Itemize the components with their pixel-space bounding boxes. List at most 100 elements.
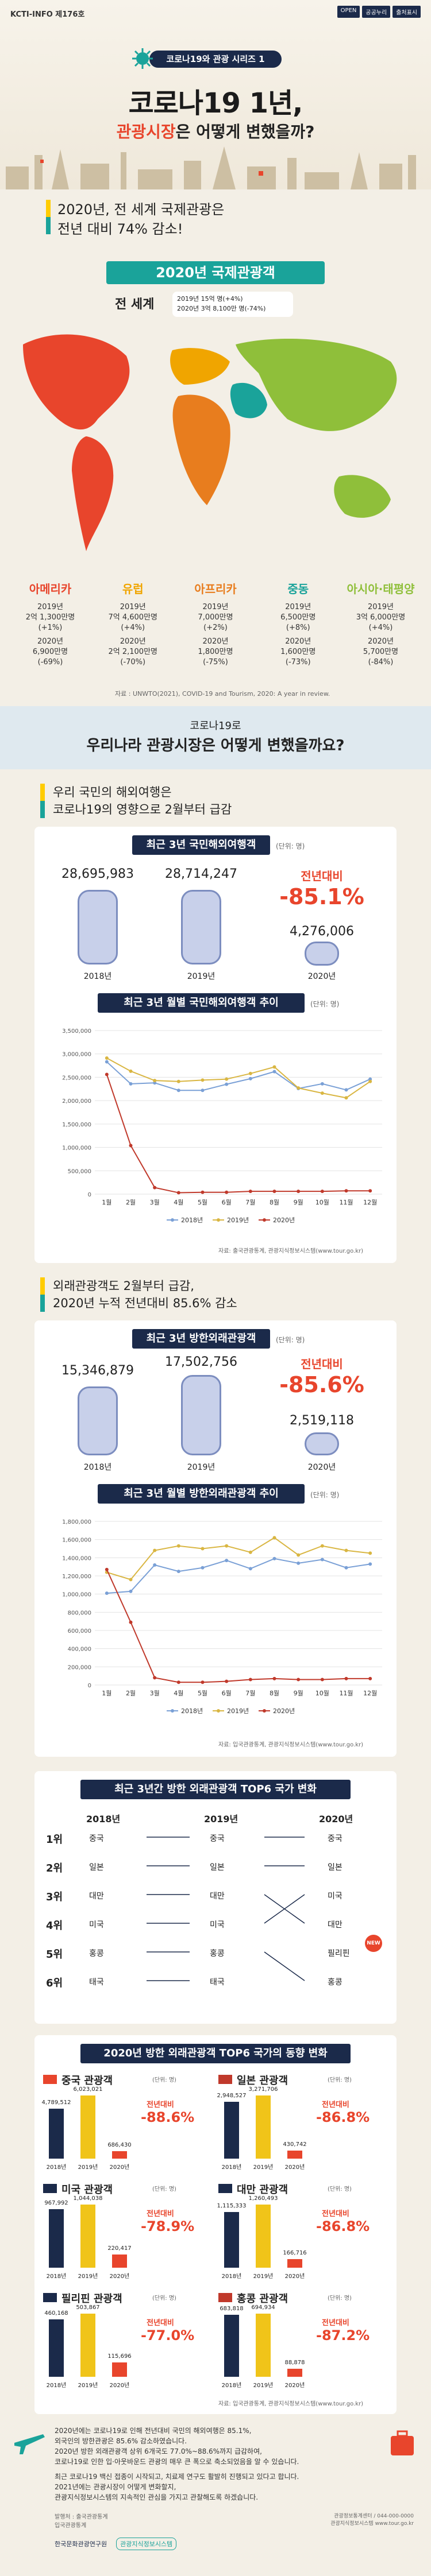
hero-subtitle: 관광시장은 어떻게 변했을까? [0,119,431,142]
inbound-line-1: 외래관광객도 2월부터 급감, [53,1279,194,1293]
rank-4: 4위 [46,1920,63,1932]
outbound-text: 우리 국민의 해외여행은 코로나19의 영향으로 2월부터 급감 [53,784,232,818]
data-point [129,1578,133,1582]
accent-bar [40,1277,45,1312]
country-2020-4: 대만 [328,1920,343,1930]
trend-year-label: 2018년 [46,2383,67,2389]
region-change: (+1%) [38,623,63,632]
country-2019-3: 대만 [210,1892,225,1901]
trend-bar [287,2259,302,2268]
trend-grid: 중국 관광객 (단위: 명) 4,789,512 2018년 6,023,021 2019… [42,2073,388,2405]
data-point [105,1591,109,1595]
accent-bar [46,200,51,234]
region-year: 2020년 [285,637,311,646]
outbound-year-2018: 2018년 [83,972,112,981]
x-tick-label: 7월 [245,1690,255,1697]
x-tick-label: 5월 [198,1690,207,1697]
trend-country-name: 필리핀 관광객 [61,2293,122,2305]
trend-bar [49,2319,64,2377]
x-tick-label: 4월 [174,1199,183,1206]
country-2019-4: 미국 [210,1920,225,1930]
inbound-2019-value: 17,502,756 [165,1355,237,1369]
trend-bar [80,2205,95,2268]
y-tick-label: 0 [88,1683,91,1689]
region-change: (+4%) [368,623,393,632]
trend-bar [49,2108,64,2159]
trend-bar [80,2314,95,2377]
data-point [320,1190,324,1194]
trend-country-name: 홍콩 관광객 [237,2293,288,2305]
credit-line-1: 발행처 : 출국관광통계 [55,2514,108,2520]
trend-pct-label: 전년대비 [147,2319,174,2327]
y-tick-label: 1,400,000 [62,1555,91,1562]
legend-marker [263,1709,266,1713]
country-2018-5: 홍콩 [89,1949,104,1958]
trend-year-label: 2020년 [284,2273,305,2280]
inbound-2018-tank [78,1386,118,1455]
trend-bar-value: 686,430 [107,2142,132,2149]
region-change: (+4%) [121,623,145,632]
outbound-source: 자료: 출국관광통계, 관광지식정보시스템(www.tour.go.kr) [218,1248,364,1254]
data-point [248,1567,252,1571]
outbound-title: 최근 3년 국민해외여행객 [132,835,270,855]
country-2019-2: 일본 [210,1863,225,1872]
trend-year-label: 2019년 [253,2164,274,2171]
trend-year-label: 2018년 [46,2164,67,2171]
credit-line-2: 입국관광통계 [55,2523,87,2529]
region-asia-pacific: 아시아·태평양 2019년 3억 6,000만명 (+4%) 2020년 5,700만명 (… [342,580,420,668]
trend-bar [287,2368,302,2377]
region-year: 2019년 [37,603,64,611]
korea-q1: 코로나19로 [190,720,241,732]
inbound-year-2019: 2019년 [187,1463,216,1472]
data-point [344,1096,348,1100]
data-point [129,1589,133,1593]
outbound-unit: (단위: 명) [276,842,305,850]
data-point [176,1191,180,1195]
data-point [297,1678,301,1682]
attribution-badge: 출처표시 [392,6,421,18]
top6-lines [147,1837,305,1981]
trend-year-label: 2019년 [78,2383,98,2389]
trend-bar-value: 3,271,706 [248,2086,278,2093]
trend-country-name: 일본 관광객 [237,2075,288,2087]
y-tick-label: 600,000 [68,1628,91,1634]
outbound-monthly-title: 최근 3년 월별 국민해외여행객 추이 [98,993,305,1013]
suitcase-icon [391,2430,414,2455]
region-value: 1,800만명 [198,648,233,656]
trend-bar [224,2211,239,2268]
region-year: 2019년 [120,603,146,611]
trend-unit: (단위: 명) [152,2295,176,2302]
y-tick-label: 1,000,000 [62,1592,91,1598]
trend-bar [224,2314,239,2377]
outbound-2018-tank [78,890,118,964]
inbound-unit: (단위: 명) [276,1336,305,1344]
contact: 관광정보통계센터 / 044-000-0000 관광지식정보시스템 www.tou… [299,2512,414,2527]
trend-bar [287,2150,302,2159]
region-name: 아메리카 [29,582,72,596]
data-point [297,1086,301,1090]
data-point [201,1078,205,1082]
trend-year-label: 2019년 [78,2273,98,2280]
korea-q2: 우리나라 관광시장은 어떻게 변했을까요? [86,737,345,754]
trend-bar [112,2254,127,2268]
outbound-2020-value: 4,276,006 [290,924,354,939]
virus-icon [132,48,153,69]
region-value: 6,500만명 [280,613,316,622]
country-2018-3: 대만 [89,1892,104,1901]
series-line [106,1057,371,1099]
country-2019-5: 홍콩 [210,1949,225,1958]
region-value: 2억 2,100만명 [108,648,158,656]
data-point [368,1189,372,1193]
data-point [176,1088,180,1093]
trend-country-name: 미국 관광객 [61,2184,113,2196]
trend-pct: -88.6% [141,2109,195,2125]
data-point [272,1070,276,1074]
y-tick-label: 2,000,000 [62,1098,91,1105]
data-point [344,1548,348,1552]
inbound-pct-label: 전년대비 [301,1357,343,1371]
data-point [153,1548,157,1552]
issue-number: KCTI-INFO 제176호 [10,10,85,19]
top6-table: 1위 2위 3위 4위 5위 6위 중국 일본 대만 미국 홍콩 태국 중국 일… [46,1831,391,2004]
flag-icon [218,2293,232,2302]
region-list: 아메리카 2019년 2억 1,300만명 (+1%) 2020년 6,900만명 (-69… [11,580,420,668]
